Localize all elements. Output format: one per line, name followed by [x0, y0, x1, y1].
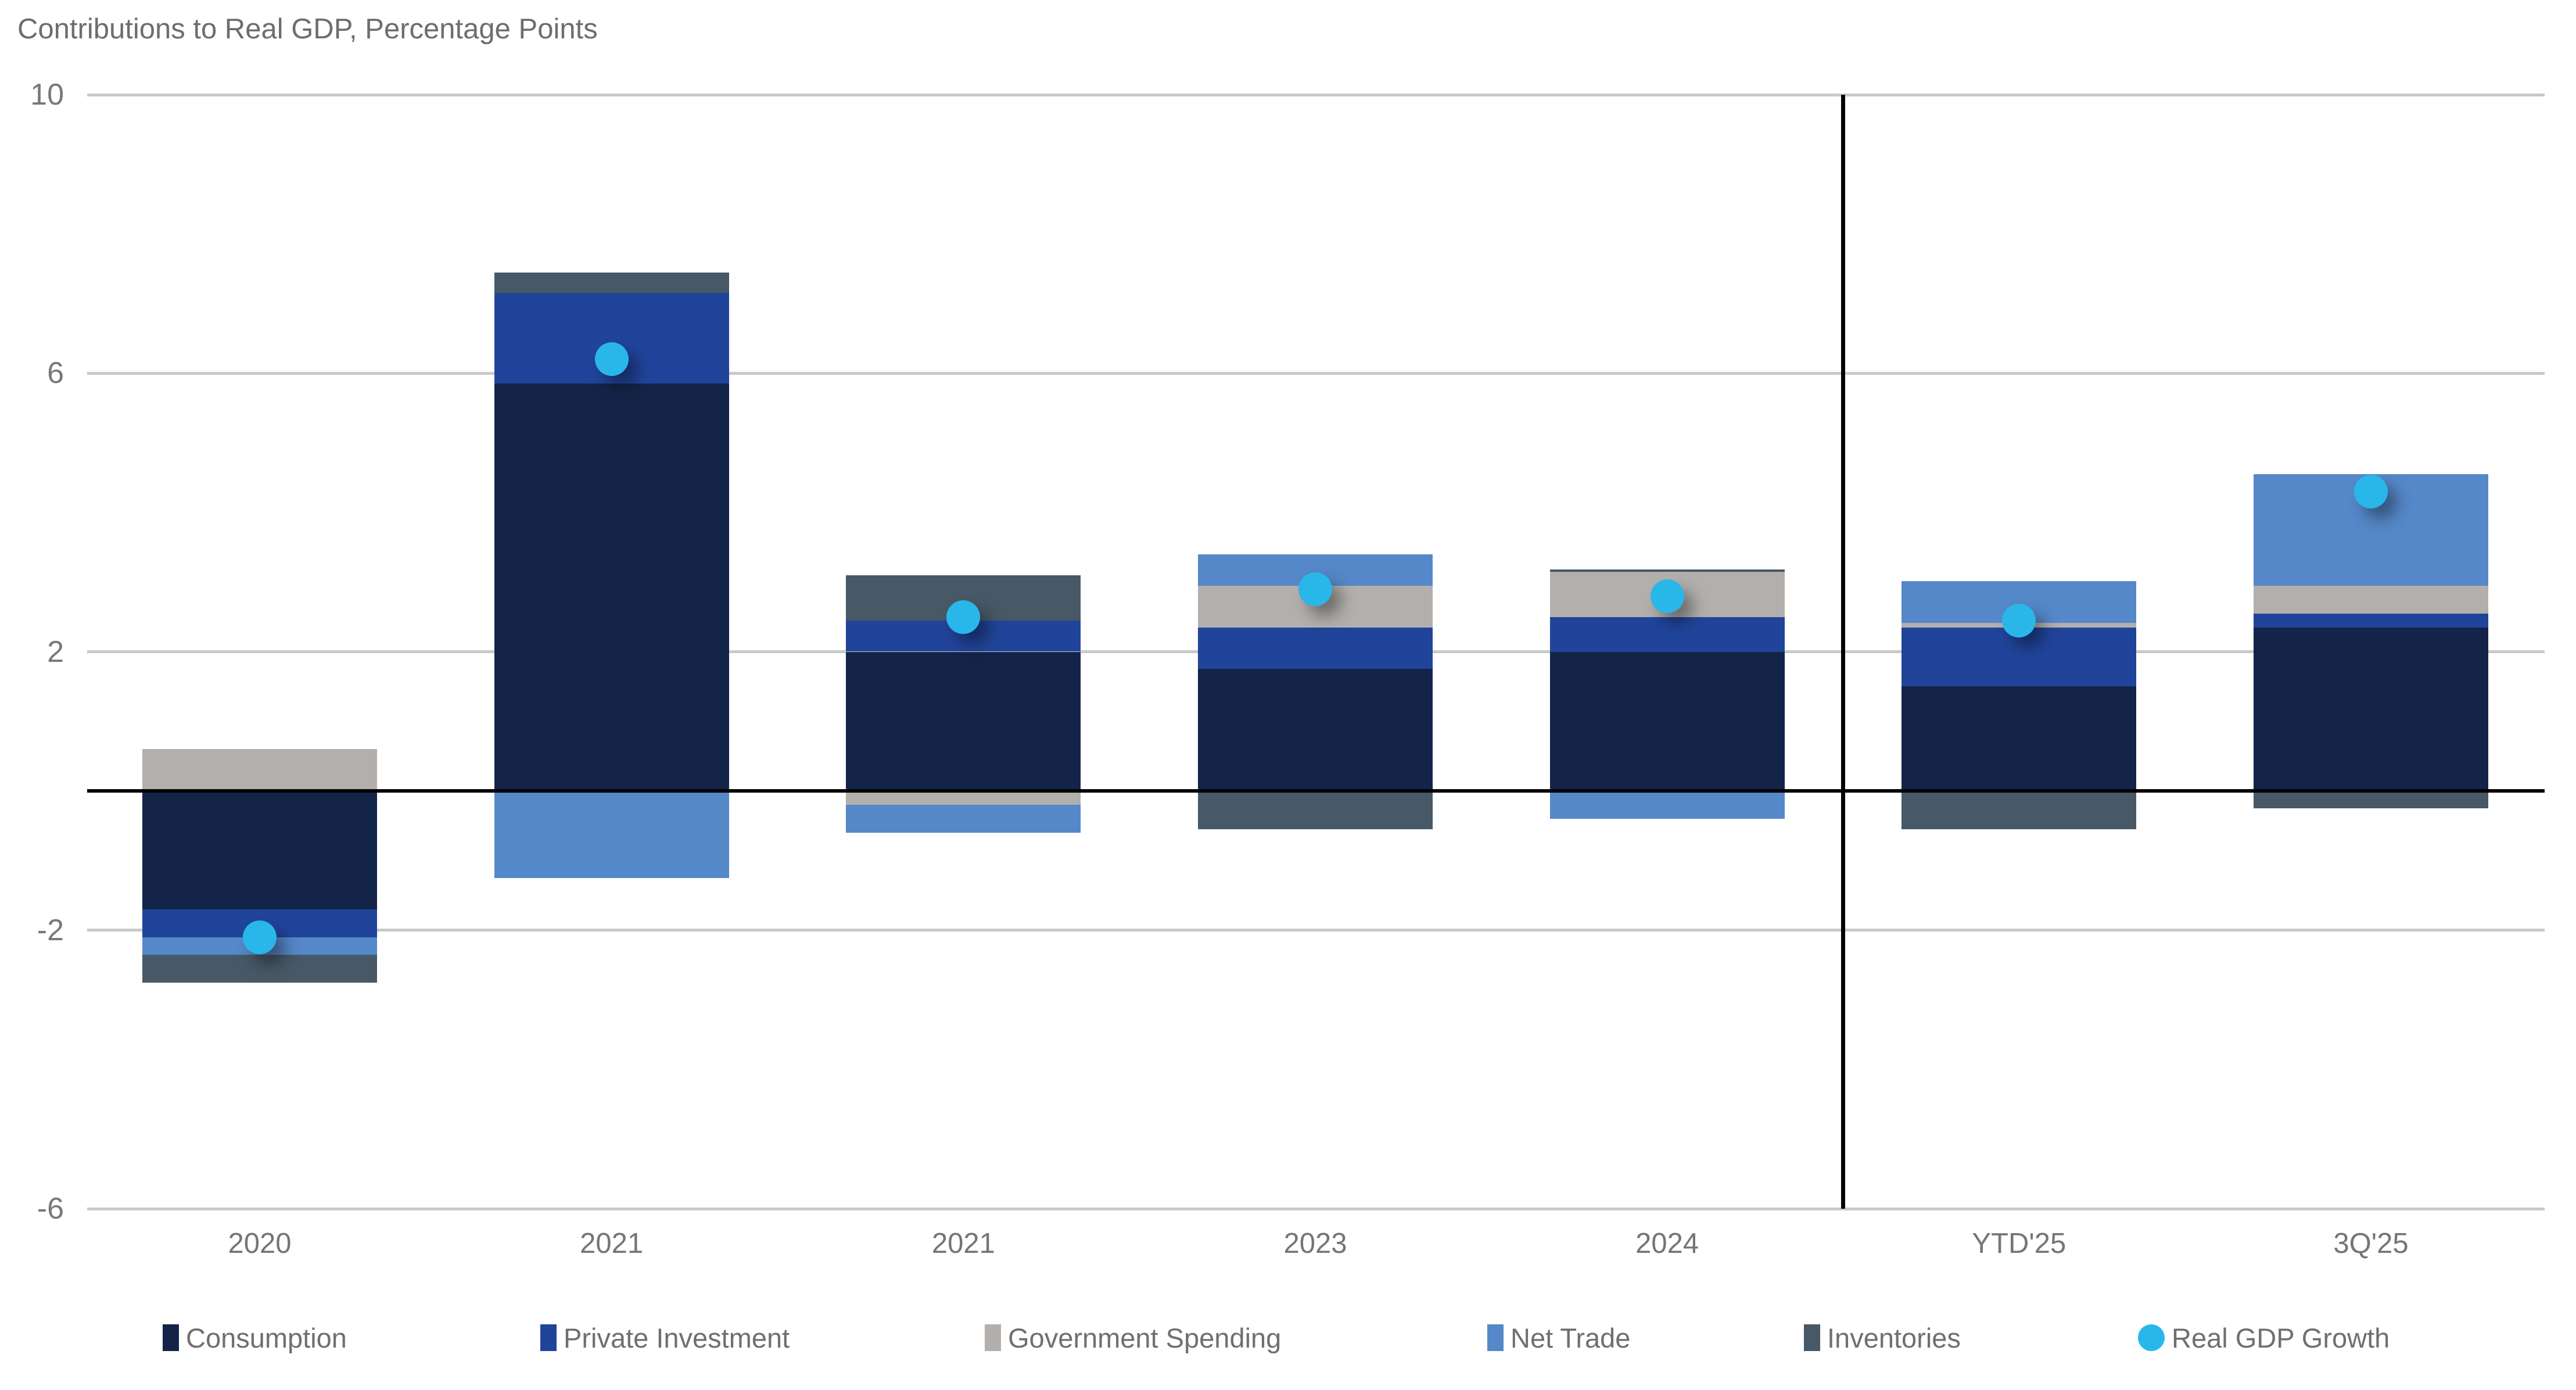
legend-label: Private Investment	[564, 1322, 790, 1353]
bar-segment-consumption	[142, 791, 377, 909]
legend-item-real-gdp-growth: Real GDP Growth	[2138, 1320, 2390, 1355]
real-gdp-growth-dot	[1650, 579, 1684, 613]
legend-item-consumption: Consumption	[163, 1320, 347, 1355]
legend-label: Real GDP Growth	[2172, 1322, 2390, 1353]
legend-swatch-icon	[1487, 1324, 1504, 1351]
gridline-y-10	[87, 93, 2545, 96]
bar-segment-consumption	[2254, 627, 2489, 791]
bar-segment-government-spending	[846, 791, 1081, 805]
gridline-y--2	[87, 929, 2545, 932]
y-axis-tick-label: 6	[47, 356, 64, 391]
gridline-y--6	[87, 1207, 2545, 1210]
bar-segment-consumption	[1198, 669, 1433, 791]
period-separator-line	[1841, 95, 1845, 1209]
x-axis-category-label: 2021	[580, 1228, 644, 1259]
x-axis-category-label: YTD'25	[1972, 1228, 2066, 1259]
bar-segment-private-investment	[1549, 617, 1785, 652]
x-axis-category-label: 2023	[1283, 1228, 1347, 1259]
bar-segment-inventories	[142, 954, 377, 983]
real-gdp-growth-dot	[2002, 603, 2036, 637]
y-axis-tick-label: 2	[47, 635, 64, 669]
x-axis-category-label: 2020	[228, 1228, 292, 1259]
real-gdp-growth-dot	[1298, 572, 1332, 606]
x-axis-category-label: 2024	[1635, 1228, 1699, 1259]
legend-item-private-investment: Private Investment	[540, 1320, 790, 1355]
real-gdp-growth-dot	[2354, 474, 2388, 508]
y-axis-tick-label: 10	[30, 78, 64, 112]
y-axis-tick-label: -2	[37, 913, 64, 947]
legend-label: Government Spending	[1008, 1322, 1282, 1353]
bar-segment-consumption	[846, 651, 1081, 791]
legend-label: Inventories	[1827, 1322, 1961, 1353]
bar-segment-government-spending	[142, 749, 377, 791]
bar-segment-private-investment	[2254, 613, 2489, 628]
legend-item-inventories: Inventories	[1804, 1320, 1961, 1355]
legend-swatch-icon	[540, 1324, 557, 1351]
bar-segment-consumption	[494, 384, 729, 791]
legend-item-net-trade: Net Trade	[1487, 1320, 1630, 1355]
legend-swatch-icon	[985, 1324, 1001, 1351]
x-axis-category-label: 2021	[931, 1228, 995, 1259]
chart-title: Contributions to Real GDP, Percentage Po…	[17, 13, 598, 45]
legend-swatch-icon	[1804, 1324, 1820, 1351]
legend-label: Net Trade	[1511, 1322, 1631, 1353]
zero-axis-line	[87, 789, 2545, 793]
bar-segment-net-trade	[1549, 791, 1785, 819]
bar-segment-net-trade	[846, 805, 1081, 833]
bar-segment-inventories	[2254, 791, 2489, 809]
real-gdp-growth-dot	[946, 600, 981, 634]
x-axis-category-label: 3Q'25	[2333, 1228, 2409, 1259]
legend-swatch-icon	[163, 1324, 179, 1351]
bar-segment-inventories	[1549, 569, 1785, 572]
bar-segment-consumption	[1901, 686, 2137, 791]
gridline-y-6	[87, 371, 2545, 375]
bar-segment-inventories	[1901, 791, 2137, 830]
bar-segment-inventories	[494, 272, 729, 293]
bar-segment-inventories	[1198, 791, 1433, 830]
real-gdp-growth-dot	[594, 342, 629, 377]
bar-segment-private-investment	[1198, 627, 1433, 669]
bar-segment-consumption	[1549, 651, 1785, 791]
legend-dot-icon	[2138, 1324, 2165, 1351]
y-axis-tick-label: -6	[37, 1192, 64, 1226]
legend-item-government-spending: Government Spending	[985, 1320, 1281, 1355]
legend-label: Consumption	[186, 1322, 347, 1353]
bar-segment-net-trade	[494, 791, 729, 878]
bar-segment-government-spending	[2254, 585, 2489, 614]
real-gdp-growth-dot	[243, 920, 277, 954]
